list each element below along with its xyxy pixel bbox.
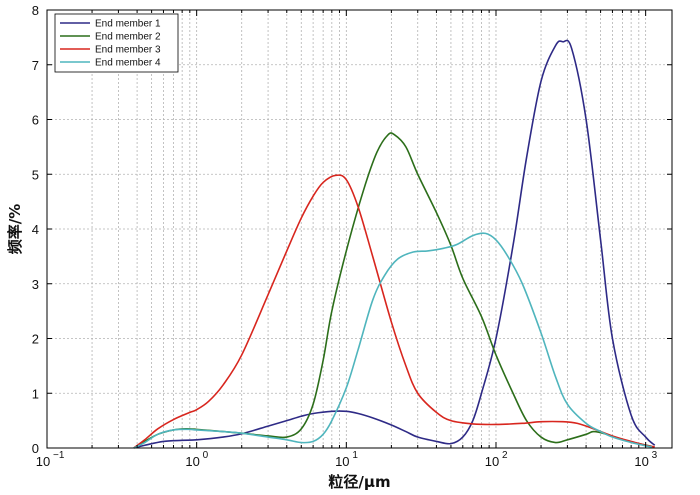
y-tick-label: 8 [32, 3, 39, 18]
series-lines [133, 39, 656, 449]
y-tick-label: 7 [32, 58, 39, 73]
legend-label-end-member-3: End member 3 [95, 45, 161, 56]
x-tick-label-exponent: −1 [53, 450, 65, 461]
x-tick-label: 10 [634, 454, 648, 469]
grid [47, 10, 672, 448]
x-tick-label-exponent: 3 [652, 450, 658, 461]
y-tick-label: 0 [32, 441, 39, 456]
x-tick-label: 10 [335, 454, 349, 469]
series-line-end-member-4 [133, 232, 652, 449]
series-line-end-member-3 [133, 174, 655, 449]
y-axis-title: 频率/% [6, 204, 24, 255]
x-tick-label-exponent: 0 [203, 450, 209, 461]
ticks [46, 9, 672, 449]
y-tick-label: 4 [32, 222, 39, 237]
x-tick-label: 10 [185, 454, 199, 469]
legend-label-end-member-1: End member 1 [95, 19, 161, 30]
legend-label-end-member-2: End member 2 [95, 32, 161, 43]
x-axis-title: 粒径/μm [328, 473, 390, 491]
legend-label-end-member-4: End member 4 [95, 58, 161, 69]
x-tick-label-exponent: 2 [502, 450, 508, 461]
x-tick-label: 10 [485, 454, 499, 469]
x-tick-label: 10 [36, 454, 50, 469]
y-tick-label: 2 [32, 332, 39, 347]
y-tick-label: 5 [32, 167, 39, 182]
y-tick-label: 1 [32, 386, 39, 401]
x-tick-label-exponent: 1 [352, 450, 358, 461]
legend: End member 1 End member 2 End member 3 End … [54, 13, 179, 73]
y-tick-label: 3 [32, 277, 39, 292]
y-tick-label: 6 [32, 113, 39, 128]
